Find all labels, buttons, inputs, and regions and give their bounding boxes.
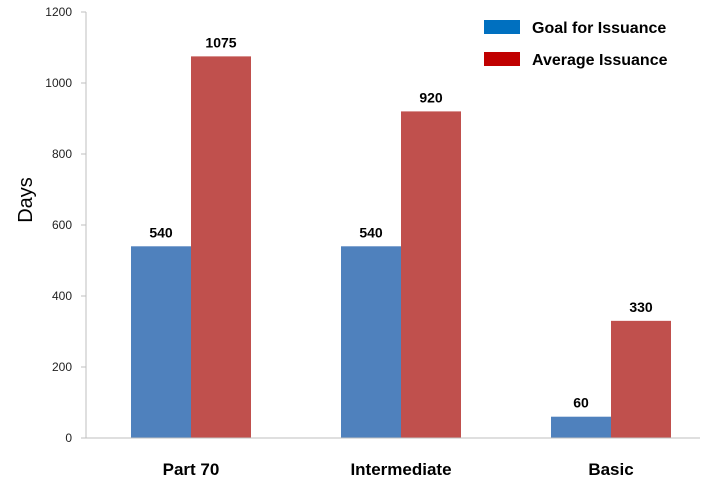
y-tick-label: 800 [52, 147, 72, 161]
y-axis: 0 200 400 600 800 1000 1200 [45, 5, 87, 445]
legend-label: Goal for Issuance [532, 20, 666, 37]
x-category-label: Basic [588, 460, 633, 479]
y-tick-label: 600 [52, 218, 72, 232]
data-label: 330 [629, 299, 653, 315]
data-labels: 540 1075 540 920 60 330 [149, 34, 653, 410]
y-axis-title: Days [15, 177, 37, 223]
data-label: 60 [573, 395, 589, 411]
legend-swatch [484, 20, 520, 34]
x-category-label: Part 70 [163, 460, 220, 479]
x-category-label: Intermediate [350, 460, 451, 479]
bar-goal-for-issuance-part-70 [131, 246, 191, 438]
bar-average-issuance-intermediate [401, 111, 461, 439]
data-label: 1075 [205, 34, 236, 50]
data-label: 920 [419, 89, 443, 105]
y-tick-label: 200 [52, 360, 72, 374]
bar-average-issuance-basic [611, 320, 671, 438]
legend: Goal for Issuance Average Issuance [484, 20, 668, 69]
legend-swatch [484, 52, 520, 66]
bars [131, 56, 671, 439]
bar-average-issuance-part-70 [191, 56, 251, 438]
legend-label: Average Issuance [532, 52, 668, 69]
data-label: 540 [359, 224, 383, 240]
y-tick-label: 1000 [45, 76, 72, 90]
bar-goal-for-issuance-intermediate [341, 246, 401, 438]
bar-goal-for-issuance-basic [551, 416, 611, 438]
data-label: 540 [149, 224, 173, 240]
x-axis: Part 70 Intermediate Basic [86, 437, 700, 479]
y-tick-label: 0 [65, 431, 72, 445]
y-tick-label: 1200 [45, 5, 72, 19]
y-tick-label: 400 [52, 289, 72, 303]
